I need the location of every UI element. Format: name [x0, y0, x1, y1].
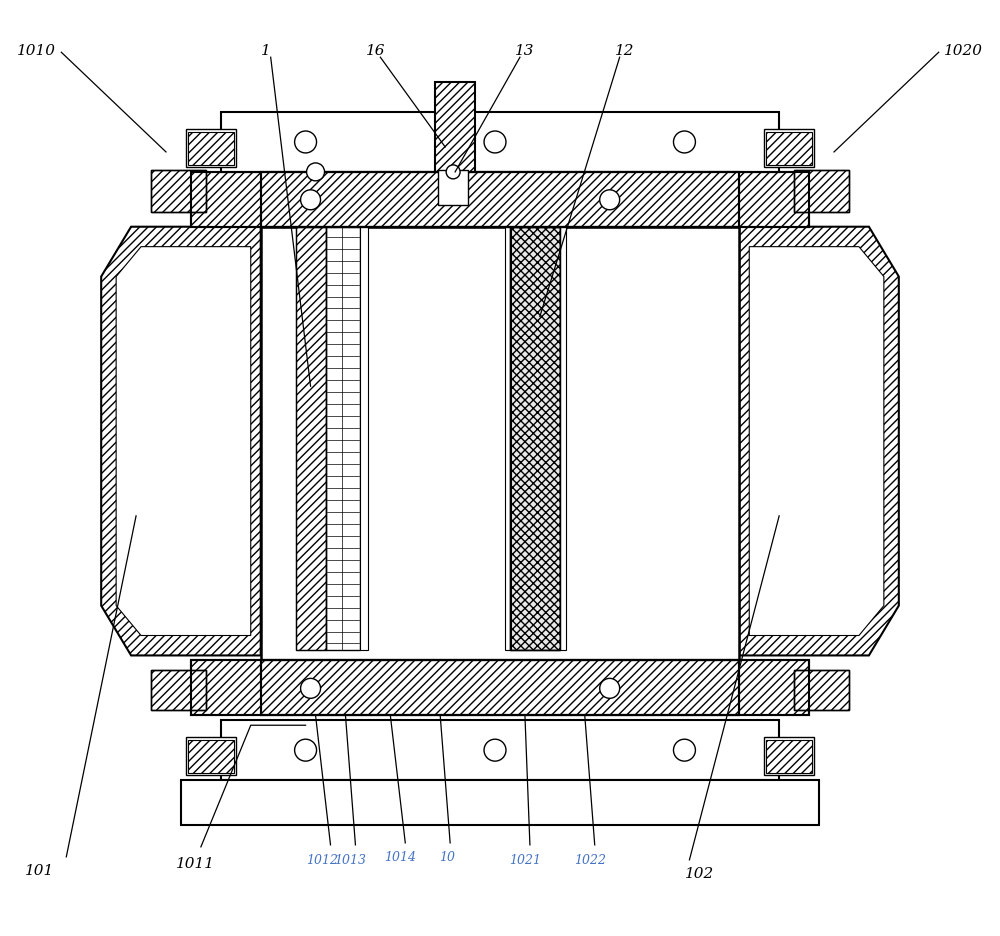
Bar	[151, 170, 206, 212]
Bar	[186, 130, 236, 168]
Bar	[766, 740, 812, 773]
Bar	[326, 227, 360, 651]
Bar	[261, 227, 739, 661]
Circle shape	[446, 166, 460, 180]
Bar	[794, 671, 849, 710]
Text: 1013: 1013	[334, 854, 366, 867]
Text: 13: 13	[515, 44, 535, 58]
Bar	[221, 721, 779, 781]
Text: 12: 12	[615, 44, 634, 58]
Bar	[191, 661, 809, 715]
Bar	[221, 113, 779, 173]
Circle shape	[484, 739, 506, 761]
Circle shape	[600, 679, 620, 698]
Text: 16: 16	[366, 44, 385, 58]
Bar	[188, 133, 234, 166]
Polygon shape	[116, 247, 251, 636]
Bar	[181, 781, 819, 825]
Circle shape	[307, 164, 325, 182]
Bar	[510, 227, 560, 651]
Bar	[766, 133, 812, 166]
Bar	[261, 173, 739, 227]
Bar	[261, 661, 739, 715]
Bar	[505, 227, 511, 651]
Bar	[261, 661, 739, 715]
Bar	[360, 227, 368, 651]
Polygon shape	[101, 227, 261, 656]
Bar	[510, 227, 560, 651]
Bar	[296, 227, 326, 651]
Bar	[794, 671, 849, 710]
Bar	[296, 227, 326, 651]
Text: 1014: 1014	[384, 851, 416, 863]
Text: 101: 101	[25, 863, 54, 877]
Bar	[186, 738, 236, 775]
Bar	[151, 170, 206, 212]
Bar	[188, 740, 234, 773]
Bar	[435, 83, 475, 173]
Circle shape	[301, 679, 321, 698]
Circle shape	[301, 191, 321, 211]
Circle shape	[673, 739, 695, 761]
Bar	[794, 170, 849, 212]
Polygon shape	[739, 227, 899, 656]
Text: 1021: 1021	[509, 854, 541, 867]
Bar	[560, 227, 566, 651]
Bar	[764, 130, 814, 168]
Text: 1022: 1022	[574, 854, 606, 867]
Bar	[764, 738, 814, 775]
Bar	[191, 661, 809, 715]
Bar	[510, 227, 560, 651]
Bar	[191, 173, 809, 227]
Polygon shape	[749, 247, 884, 636]
Circle shape	[295, 739, 317, 761]
Text: 1012: 1012	[307, 854, 339, 867]
Text: 1020: 1020	[944, 44, 983, 58]
Text: 1: 1	[261, 44, 271, 58]
Bar	[435, 83, 475, 173]
Text: 1010: 1010	[17, 44, 56, 58]
Circle shape	[600, 191, 620, 211]
Bar	[191, 173, 809, 227]
Circle shape	[673, 132, 695, 154]
Bar	[438, 170, 468, 206]
Text: 1011: 1011	[176, 856, 215, 870]
Bar	[261, 173, 739, 227]
Text: 10: 10	[439, 851, 455, 863]
Text: 102: 102	[685, 866, 714, 880]
Circle shape	[484, 132, 506, 154]
Bar	[151, 671, 206, 710]
Bar	[151, 671, 206, 710]
Circle shape	[295, 132, 317, 154]
Bar	[794, 170, 849, 212]
